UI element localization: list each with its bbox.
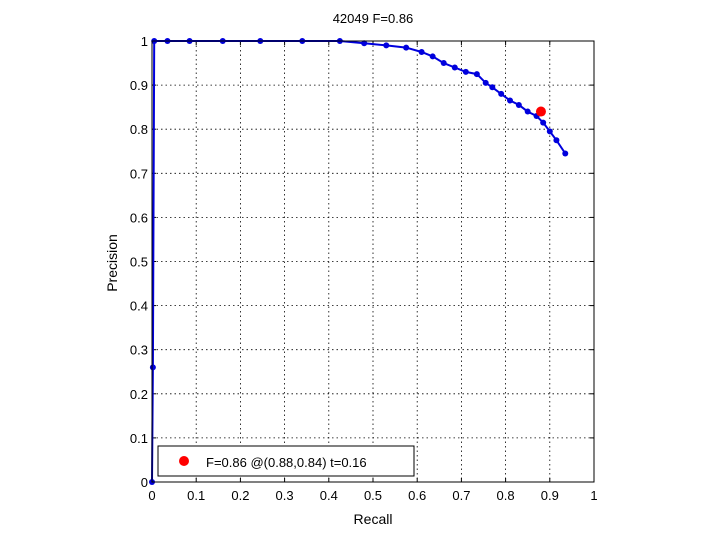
x-tick-label: 0.2 (231, 488, 249, 503)
legend: F=0.86 @(0.88,0.84) t=0.16 (157, 445, 415, 477)
y-tick-label: 0.1 (130, 431, 148, 446)
y-tick-label: 0.5 (130, 255, 148, 270)
y-tick-label: 1 (141, 34, 148, 49)
pr-curve-point (489, 84, 496, 91)
x-tick-label: 0.3 (276, 488, 294, 503)
legend-label: F=0.86 @(0.88,0.84) t=0.16 (206, 455, 367, 470)
pr-curve-point (473, 71, 480, 78)
plot-area: 0 0.1 0.2 0.3 0.4 0.5 0.6 0.7 0.8 0.9 1 0 0.1 0.2 0.3… (130, 34, 598, 503)
pr-curve-point (429, 53, 436, 60)
grid-lines (152, 41, 594, 482)
pr-curve-point (507, 97, 514, 104)
y-tick-label: 0.2 (130, 387, 148, 402)
x-tick-label: 0.7 (452, 488, 470, 503)
pr-curve-point (462, 68, 469, 75)
pr-curve-point (562, 150, 569, 157)
pr-curve-point (403, 44, 410, 51)
x-axis-label: Recall (354, 511, 393, 527)
y-axis-label: Precision (104, 234, 120, 292)
y-tick-label: 0.8 (130, 122, 148, 137)
pr-curve-point (440, 60, 447, 67)
pr-curve-point (524, 108, 531, 115)
x-tick-label: 0.8 (497, 488, 515, 503)
x-tick-label: 1 (590, 488, 597, 503)
x-tick-label: 0.6 (408, 488, 426, 503)
pr-curve-point (361, 40, 368, 47)
x-tick-label: 0.4 (320, 488, 338, 503)
x-tick-label: 0.5 (364, 488, 382, 503)
pr-curve-point (149, 364, 156, 371)
legend-box (157, 445, 415, 477)
pr-curve-point (546, 128, 553, 135)
plot-frame (151, 40, 595, 483)
pr-curve-point (418, 49, 425, 56)
x-tick-label: 0.9 (541, 488, 559, 503)
pr-curve-point (451, 64, 458, 71)
y-tick-label: 0.9 (130, 78, 148, 93)
chart-title: 42049 F=0.86 (333, 11, 414, 26)
x-tick-label: 0.1 (187, 488, 205, 503)
pr-curve-point (540, 119, 547, 126)
pr-curve-point (515, 101, 522, 108)
y-tick-label: 0 (141, 475, 148, 490)
pr-curve-point (383, 42, 390, 49)
y-tick-label: 0.4 (130, 299, 148, 314)
y-tick-label: 0.6 (130, 210, 148, 225)
best-f-point (535, 106, 546, 117)
pr-curve-point (482, 79, 489, 86)
y-tick-label: 0.7 (130, 166, 148, 181)
legend-marker (179, 456, 189, 466)
pr-curve-point (498, 90, 505, 97)
pr-curve-point (553, 137, 560, 144)
x-tick-label: 0 (148, 488, 155, 503)
y-tick-label: 0.3 (130, 343, 148, 358)
